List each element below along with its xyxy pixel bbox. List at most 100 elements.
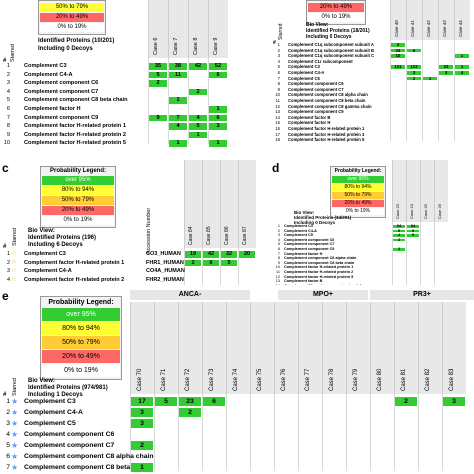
column-header[interactable]: Case 79 xyxy=(346,302,370,394)
table-row[interactable]: 2 Complement C4-A 5 11 6 xyxy=(0,71,228,80)
table-row[interactable]: 12 Complement factor H-related protein 5 xyxy=(270,275,448,280)
table-row[interactable]: 6 Complement factor H 1 xyxy=(0,105,228,114)
spectrum-count-cell[interactable]: 84 xyxy=(407,224,419,228)
column-header[interactable]: Case 73 xyxy=(202,302,226,394)
spectrum-count-cell[interactable]: 1 xyxy=(209,106,227,113)
table-row[interactable]: 10 Complement factor H-related protein 1 xyxy=(270,265,448,270)
table-row[interactable]: 1 ★ Complement C3 17 5 23 6 2 3 xyxy=(0,396,466,407)
table-row[interactable]: 2 Complement C1q subcomponent subunit B 24… xyxy=(270,48,470,54)
spectrum-count-cell[interactable]: 5 xyxy=(149,71,167,79)
table-row[interactable]: 1 Complement C1q subcomponent subunit A 3 xyxy=(270,42,470,48)
spectrum-count-cell[interactable]: 1 xyxy=(455,54,469,58)
table-row[interactable]: 16 Complement factor H-related protein 1 xyxy=(270,126,470,132)
table-row[interactable]: 3 Complement C1q subcomponent subunit C 10… xyxy=(270,53,470,59)
table-row[interactable]: 10 Complement component C8 alpha chain xyxy=(270,92,470,98)
column-header[interactable]: Case 40 xyxy=(390,0,406,40)
spectrum-count-cell[interactable]: 1 xyxy=(455,65,469,69)
table-row[interactable]: 1 ☆ Complement C3 CO3_HUMAN 19 42 32 20 xyxy=(0,250,256,259)
column-header[interactable]: Case 23 xyxy=(392,160,406,222)
spectrum-count-cell[interactable]: 5 xyxy=(407,234,419,237)
spectrum-count-cell[interactable]: 5 xyxy=(407,229,419,232)
table-row[interactable]: 15 Complement factor H xyxy=(270,120,470,126)
table-row[interactable]: 7 Complement C5 2 1 xyxy=(270,76,470,82)
spectrum-count-cell[interactable]: 42 xyxy=(203,251,219,258)
column-header[interactable]: Case 76 xyxy=(274,302,298,394)
table-row[interactable]: 5 Complement component C8 beta chain 1 xyxy=(0,96,228,105)
table-row[interactable]: 13 Complement component C9 xyxy=(270,109,470,115)
column-header[interactable]: Case 71 xyxy=(154,302,178,394)
spectrum-count-cell[interactable]: 1 xyxy=(169,140,187,147)
table-row[interactable]: 13 Complement factor B xyxy=(270,279,448,284)
spectrum-count-cell[interactable]: 3 xyxy=(407,71,421,75)
spectrum-count-cell[interactable]: 4 xyxy=(189,114,207,122)
spectrum-count-cell[interactable]: 123 xyxy=(407,65,421,69)
star-icon[interactable]: ☆ xyxy=(11,284,17,285)
spectrum-count-cell[interactable]: 3 xyxy=(443,397,465,406)
spectrum-count-cell[interactable]: 2 xyxy=(395,397,417,406)
spectrum-count-cell[interactable]: 20 xyxy=(239,251,255,258)
table-row[interactable]: 6 Complement component C9 3 xyxy=(270,247,448,252)
table-row[interactable]: 11 Complement component C8 beta chain xyxy=(270,98,470,104)
spectrum-count-cell[interactable]: 6 xyxy=(209,71,227,79)
column-header[interactable]: Case 70 xyxy=(130,302,154,394)
spectrum-count-cell[interactable]: 2 xyxy=(131,441,153,450)
column-header[interactable]: Case 86 xyxy=(220,160,238,248)
spectrum-count-cell[interactable]: 4 xyxy=(169,123,187,130)
column-header[interactable]: Case 85 xyxy=(202,160,220,248)
star-icon[interactable]: ★ xyxy=(11,430,18,439)
spectrum-count-cell[interactable]: 1 xyxy=(423,76,437,81)
spectrum-count-cell[interactable]: 1 xyxy=(209,140,227,147)
star-icon[interactable]: ★ xyxy=(11,397,18,406)
spectrum-count-cell[interactable]: 2 xyxy=(179,408,201,417)
spectrum-count-cell[interactable]: 10 xyxy=(391,54,405,58)
table-row[interactable]: 3 Complement C5 4 5 xyxy=(270,233,448,238)
column-header[interactable]: Case 43 xyxy=(438,0,454,40)
column-header[interactable]: Case 72 xyxy=(178,302,202,394)
star-icon[interactable]: ★ xyxy=(11,452,18,461)
spectrum-count-cell[interactable]: 6 xyxy=(203,397,225,406)
table-row[interactable]: 8 Complement component C8 alpha chain xyxy=(270,256,448,261)
star-icon[interactable]: ☆ xyxy=(11,267,17,275)
column-header[interactable]: Case 84 xyxy=(184,160,202,248)
spectrum-count-cell[interactable]: 3 xyxy=(393,238,405,241)
spectrum-count-cell[interactable]: 19 xyxy=(185,251,201,258)
spectrum-count-cell[interactable]: 38 xyxy=(169,63,187,70)
column-header[interactable]: Case 44 xyxy=(454,0,470,40)
table-row[interactable]: 4 Complement C1r subcomponent xyxy=(270,59,470,65)
table-row[interactable]: 18 Complement factor H-related protein 5 xyxy=(270,137,470,143)
table-row[interactable]: 5 ★ Complement component C7 2 xyxy=(0,440,466,451)
spectrum-count-cell[interactable]: 9 xyxy=(149,114,167,122)
column-header[interactable]: Case 87 xyxy=(238,160,256,248)
table-row[interactable]: 2 Complement C4-A 5 5 xyxy=(270,229,448,234)
column-header[interactable]: Case 25 xyxy=(420,160,434,222)
spectrum-count-cell[interactable]: 23 xyxy=(179,397,201,406)
table-row[interactable]: 17 Complement factor H-related protein 3 xyxy=(270,132,470,138)
table-row[interactable]: 12 Complement component C8 gamma chain xyxy=(270,104,470,110)
star-icon[interactable]: ★ xyxy=(11,419,18,428)
spectrum-count-cell[interactable]: 6 xyxy=(407,48,421,53)
table-row[interactable]: 11 Complement factor H-related protein 2 xyxy=(270,270,448,275)
table-row[interactable]: 5 Complement component C7 xyxy=(270,242,448,247)
column-header[interactable]: Case 78 xyxy=(322,302,346,394)
column-header[interactable]: Case 75 xyxy=(250,302,274,394)
table-row[interactable]: 3 Complement component C6 2 xyxy=(0,79,228,88)
spectrum-count-cell[interactable]: 6 xyxy=(209,114,227,122)
column-header[interactable]: Case 8 xyxy=(188,0,208,58)
spectrum-count-cell[interactable]: 1 xyxy=(169,97,187,104)
spectrum-count-cell[interactable]: 2 xyxy=(185,259,201,267)
table-row[interactable]: 14 Complement factor B xyxy=(270,115,470,121)
table-row[interactable]: 6 ★ Complement component C8 alpha chain xyxy=(0,451,466,462)
spectrum-count-cell[interactable]: 6 xyxy=(203,259,219,267)
column-header[interactable]: Case 80 xyxy=(370,302,394,394)
column-header[interactable]: Case 41 xyxy=(406,0,422,40)
column-header[interactable]: Case 24 xyxy=(406,160,420,222)
star-icon[interactable]: ☆ xyxy=(11,250,17,257)
column-header[interactable]: Case 42 xyxy=(422,0,438,40)
spectrum-count-cell[interactable]: 3 xyxy=(131,419,153,428)
spectrum-count-cell[interactable]: 3 xyxy=(209,123,227,130)
table-row[interactable]: 10 Complement factor H-related protein 5 1… xyxy=(0,139,228,148)
table-row[interactable]: 4 ☆ Complement factor H-related protein 2 F… xyxy=(0,276,256,285)
spectrum-count-cell[interactable]: 11 xyxy=(169,71,187,79)
spectrum-count-cell[interactable]: 121 xyxy=(391,65,405,69)
spectrum-count-cell[interactable]: 52 xyxy=(209,63,227,70)
